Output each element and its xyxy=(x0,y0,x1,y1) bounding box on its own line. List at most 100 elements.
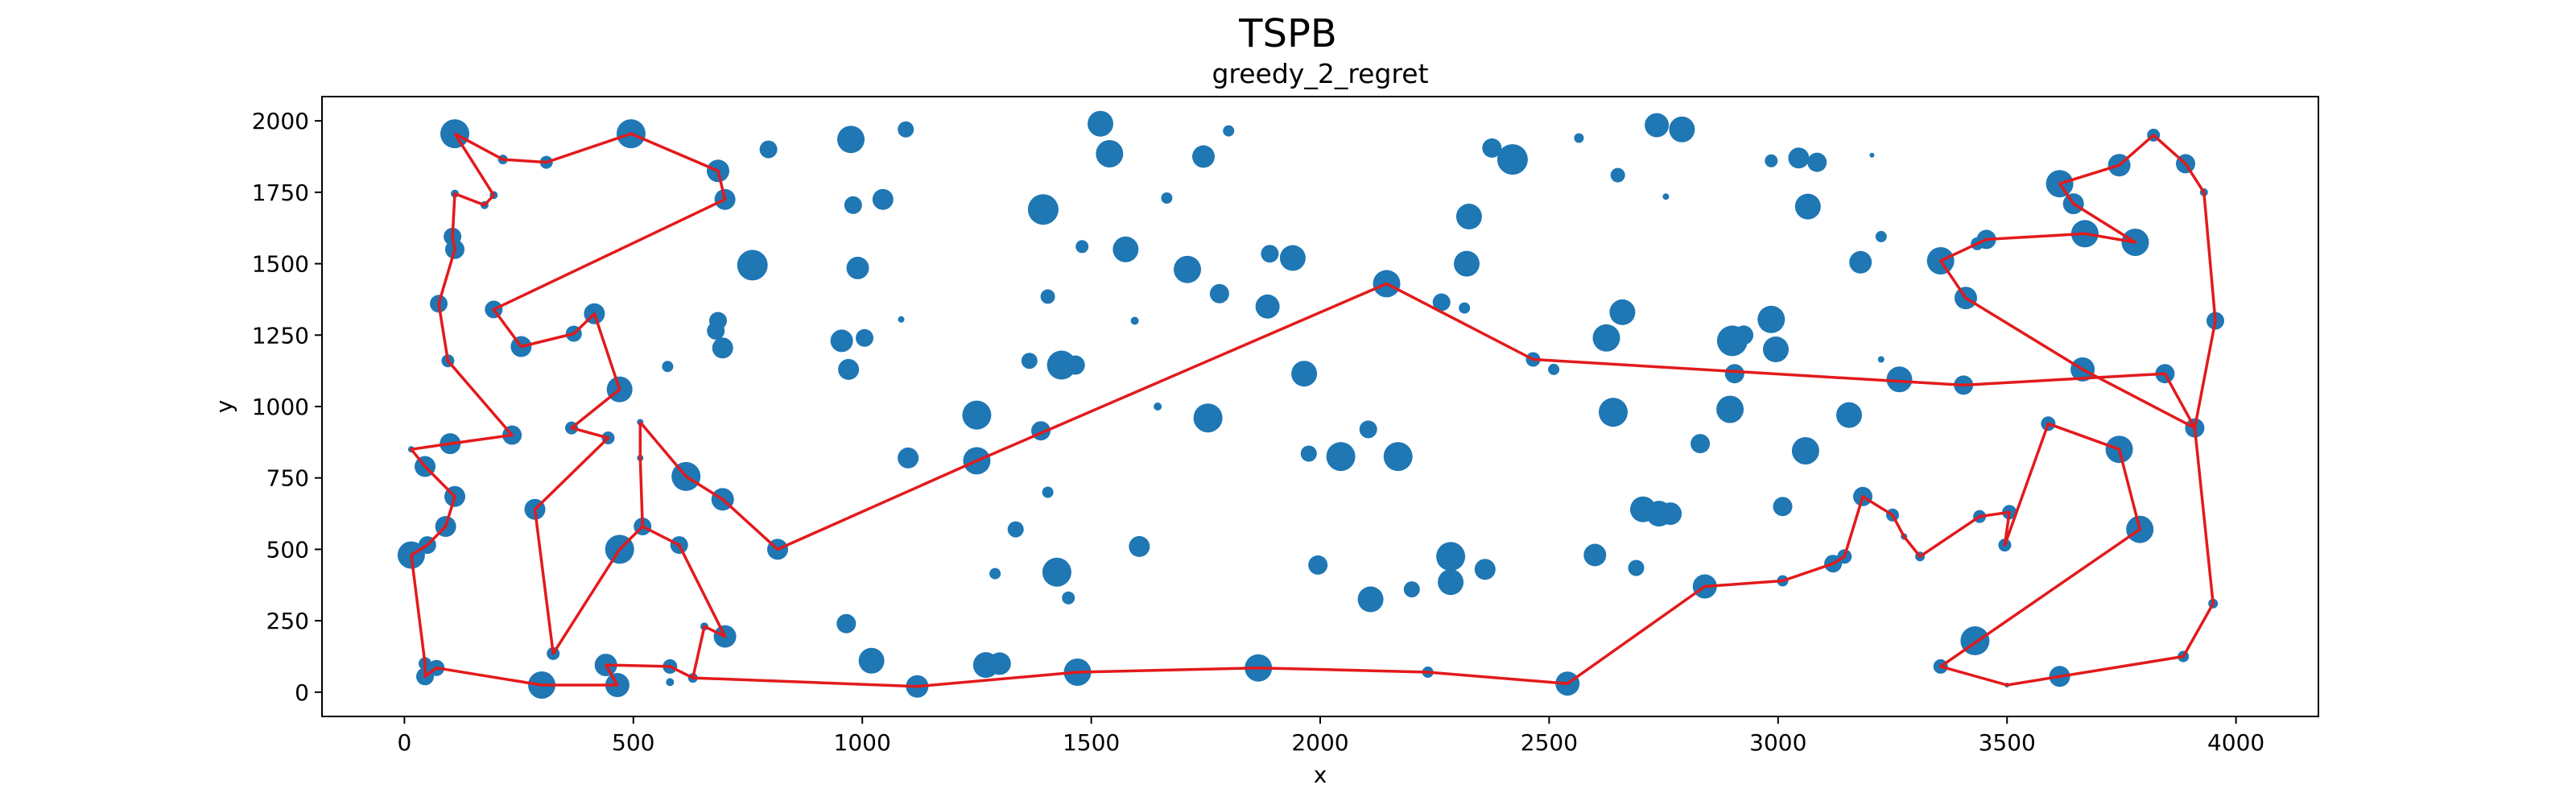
data-point xyxy=(1459,302,1471,314)
data-point xyxy=(1599,398,1628,427)
data-point xyxy=(1291,361,1318,387)
data-point xyxy=(1154,402,1162,411)
data-point xyxy=(1763,336,1789,362)
data-point xyxy=(1455,204,1482,229)
plot-frame xyxy=(321,96,2319,717)
data-point xyxy=(1877,356,1885,363)
data-point xyxy=(856,328,873,347)
data-point xyxy=(1548,363,1560,375)
x-tick-label: 4000 xyxy=(2207,729,2264,756)
data-point xyxy=(1096,140,1124,167)
data-point xyxy=(1300,445,1317,462)
data-point xyxy=(1065,355,1085,375)
y-tick-label: 750 xyxy=(266,465,309,492)
route-line xyxy=(638,134,2217,688)
y-tick-label: 2000 xyxy=(252,108,309,134)
x-tick-label: 0 xyxy=(397,729,411,756)
data-point xyxy=(1734,325,1754,345)
data-point xyxy=(1326,442,1356,472)
data-point xyxy=(1807,152,1827,172)
data-point xyxy=(707,322,725,340)
data-point xyxy=(1496,144,1528,175)
data-point xyxy=(1574,133,1584,143)
data-point xyxy=(1042,486,1054,498)
route-line xyxy=(410,132,727,687)
data-point xyxy=(1261,245,1279,263)
data-point xyxy=(1193,403,1223,433)
x-tick-label: 2000 xyxy=(1291,729,1348,756)
data-point xyxy=(662,361,674,373)
data-point xyxy=(1690,434,1711,454)
x-tick-label: 2500 xyxy=(1521,729,1578,756)
data-point xyxy=(1130,316,1139,325)
data-point xyxy=(1091,119,1096,125)
data-point xyxy=(1610,167,1625,183)
data-point xyxy=(1875,230,1887,242)
data-point xyxy=(858,647,885,674)
data-point xyxy=(1042,557,1071,587)
y-axis: 0 250 500 750 1000 1250 1500 1750 2000 xyxy=(252,108,322,706)
data-point xyxy=(1669,116,1695,142)
data-point xyxy=(1609,299,1636,325)
data-point xyxy=(1794,193,1821,220)
data-point xyxy=(1869,152,1875,158)
data-point xyxy=(962,400,992,430)
data-point xyxy=(837,126,865,154)
x-tick-label: 3000 xyxy=(1749,729,1806,756)
data-point xyxy=(1432,293,1451,312)
data-point xyxy=(1765,154,1778,167)
data-point xyxy=(1255,294,1280,319)
data-point xyxy=(712,337,733,359)
data-point xyxy=(838,358,860,380)
data-point xyxy=(1209,283,1229,303)
data-point xyxy=(1062,591,1075,605)
y-tick-label: 1750 xyxy=(252,180,309,206)
data-point xyxy=(1583,543,1607,567)
y-tick-label: 500 xyxy=(266,536,309,563)
data-point xyxy=(1046,350,1076,380)
y-tick-label: 250 xyxy=(266,608,309,634)
data-point xyxy=(1628,559,1645,576)
data-point xyxy=(759,140,778,159)
data-point xyxy=(988,652,1011,675)
data-point xyxy=(1773,497,1793,517)
data-point xyxy=(1849,250,1872,274)
data-point xyxy=(898,447,919,469)
data-point xyxy=(898,316,905,323)
x-axis: 0 500 1000 1500 2000 2500 3000 3500 4000 xyxy=(397,716,2264,756)
data-point xyxy=(1757,305,1785,333)
data-point xyxy=(666,678,675,687)
data-point xyxy=(1357,586,1384,613)
data-point xyxy=(1662,193,1670,200)
data-point xyxy=(1113,236,1139,262)
data-point xyxy=(1021,353,1038,369)
data-point xyxy=(1645,113,1670,138)
y-tick-label: 1000 xyxy=(252,394,309,420)
data-point xyxy=(1482,138,1502,158)
y-tick-label: 1500 xyxy=(252,251,309,278)
data-point xyxy=(1454,250,1480,277)
x-tick-label: 500 xyxy=(612,729,654,756)
data-point xyxy=(1791,437,1819,464)
data-point xyxy=(1438,569,1464,596)
data-point xyxy=(1383,442,1413,472)
data-point xyxy=(898,121,914,138)
route-line xyxy=(638,422,644,527)
data-point xyxy=(1174,255,1201,283)
data-point xyxy=(1359,420,1377,439)
x-axis-label: x xyxy=(1314,762,1327,788)
data-point xyxy=(1474,559,1496,580)
data-point xyxy=(1724,364,1744,384)
route-layer xyxy=(410,132,2217,688)
y-axis-label: y xyxy=(211,400,237,414)
points-layer xyxy=(397,110,2224,699)
data-point xyxy=(1075,240,1089,254)
data-point xyxy=(1436,542,1466,572)
x-tick-label: 3500 xyxy=(1979,729,2036,756)
data-point xyxy=(1716,395,1744,423)
chart-title: TSPB xyxy=(1238,11,1337,56)
data-point xyxy=(1836,402,1862,428)
x-tick-label: 1000 xyxy=(834,729,891,756)
data-point xyxy=(1592,324,1620,352)
